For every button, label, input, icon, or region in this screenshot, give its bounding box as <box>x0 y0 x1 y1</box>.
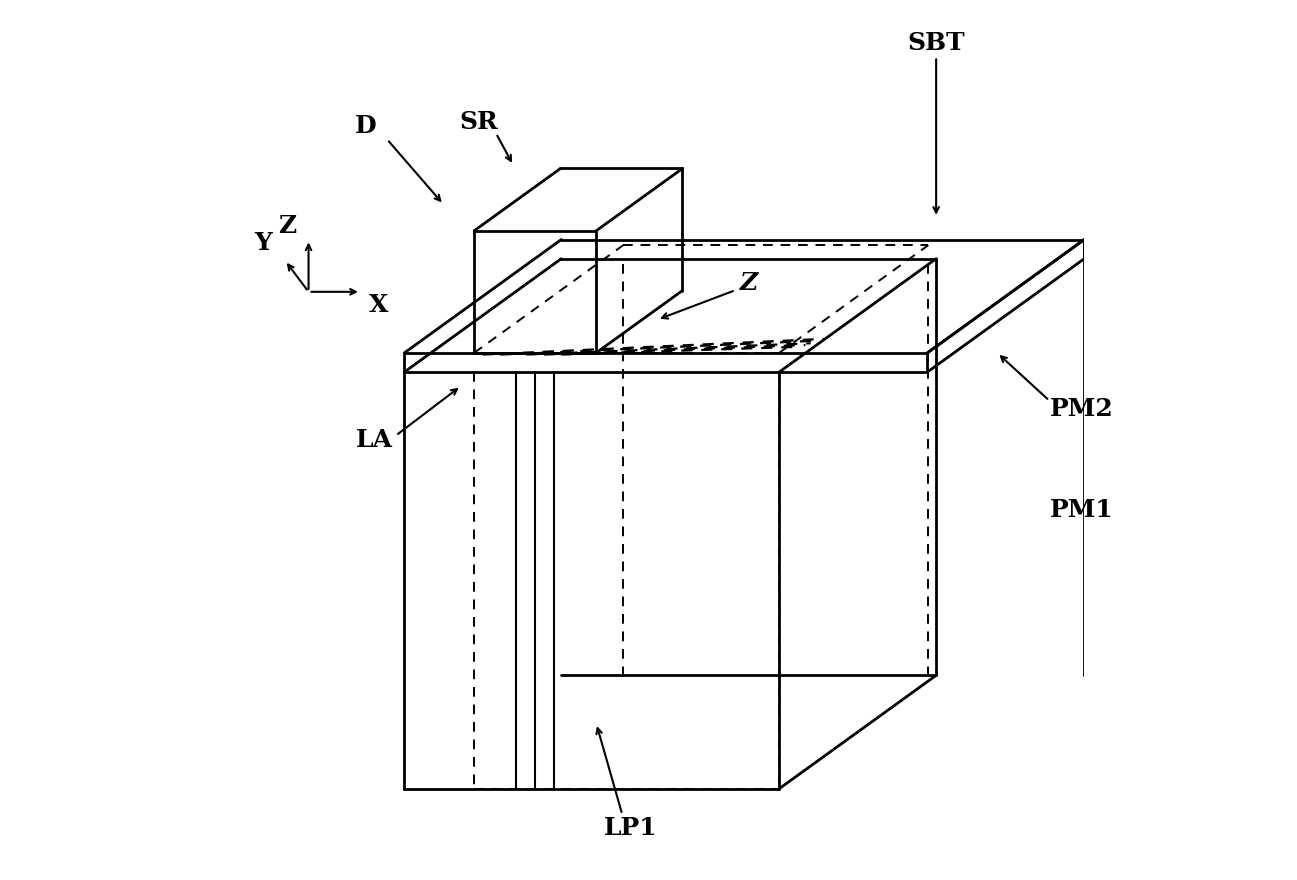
Text: LP1: LP1 <box>604 816 658 840</box>
Text: PM1: PM1 <box>1049 498 1113 522</box>
Text: PM2: PM2 <box>1049 398 1113 422</box>
Text: Y: Y <box>254 231 272 255</box>
Text: Z: Z <box>278 215 296 238</box>
Text: SBT: SBT <box>908 32 965 55</box>
Text: D: D <box>354 114 376 138</box>
Text: SR: SR <box>459 110 498 134</box>
Text: LA: LA <box>355 428 393 452</box>
Text: X: X <box>368 293 388 317</box>
Text: Z: Z <box>739 271 757 295</box>
